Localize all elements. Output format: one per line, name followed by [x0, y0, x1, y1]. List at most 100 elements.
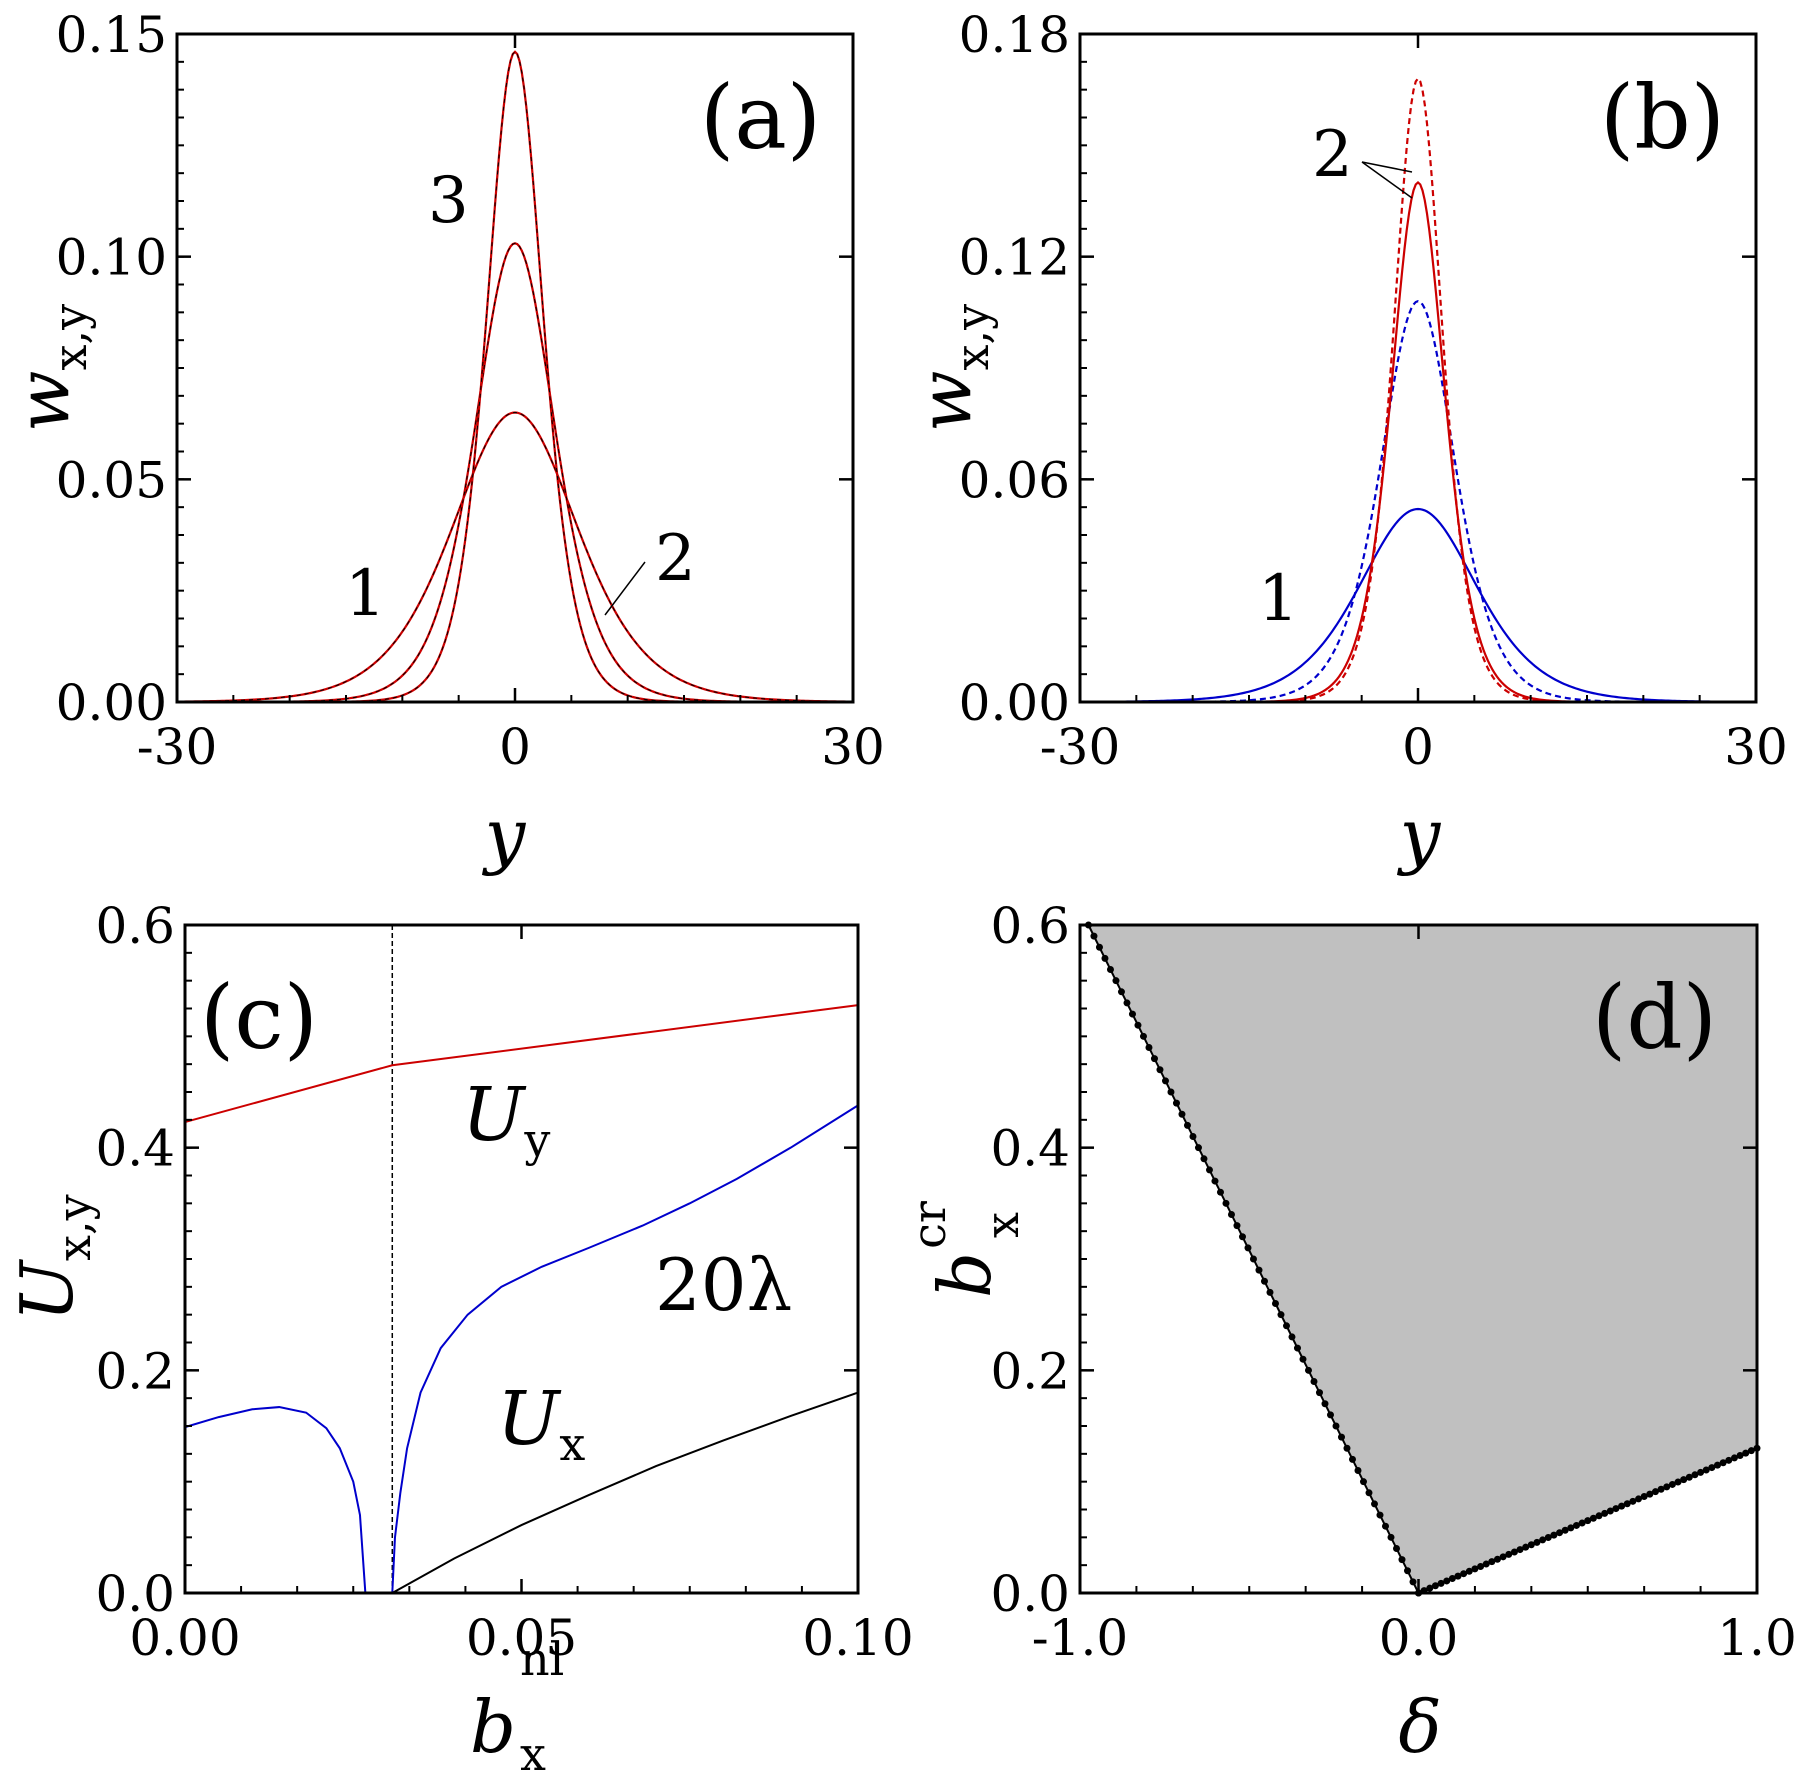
panel-d-boundary-point: [1315, 1389, 1323, 1397]
panel-d-boundary-point: [1277, 1311, 1285, 1319]
panel-d-boundary-point: [1708, 1464, 1716, 1472]
panel-d-boundary-point: [1589, 1514, 1597, 1522]
panel-d-boundary-point: [1183, 1121, 1191, 1129]
panel-d-boundary-point: [1260, 1277, 1268, 1285]
panel-d-boundary-point: [1216, 1188, 1224, 1196]
panel-d-boundary-point: [1561, 1526, 1569, 1534]
panel-a-series-overlay-1: [177, 242, 853, 703]
panel-b-series-3: [1080, 76, 1756, 704]
panel-d-boundary-point: [1244, 1244, 1252, 1252]
panel-d-boundary-point: [1527, 1541, 1535, 1549]
panel-d-boundary-point: [1584, 1517, 1592, 1525]
panel-a-ytick-label: 0.00: [56, 674, 167, 732]
panel-d-boundary-point: [1387, 1533, 1395, 1541]
panel-b-label-2-leader-b: [1361, 161, 1413, 199]
panel-b-curve-label-1: 1: [1258, 562, 1299, 636]
panel-d-boundary-point: [1370, 1500, 1378, 1508]
panel-d-boundary-point: [1618, 1502, 1626, 1510]
panel-d-boundary-point: [1211, 1177, 1219, 1185]
panel-d-boundary-point: [1601, 1509, 1609, 1517]
panel-d-boundary-point: [1139, 1032, 1147, 1040]
panel-d-boundary-point: [1646, 1490, 1654, 1498]
panel-d-boundary-point: [1623, 1500, 1631, 1508]
panel-d-boundary-point: [1736, 1452, 1744, 1460]
panel-d-boundary-point: [1354, 1467, 1362, 1475]
panel-d-boundary-point: [1332, 1422, 1340, 1430]
panel-d-ytick-label: 0.0: [990, 1565, 1070, 1623]
panel-d-ylabel-sup: cr: [902, 1201, 956, 1249]
panel-c-series-2: [391, 1104, 859, 1594]
panel-c-xtick-label: 0.00: [129, 1609, 240, 1667]
panel-d-boundary-point: [1249, 1255, 1257, 1263]
panel-c-xtick-label: 0.05: [466, 1609, 577, 1667]
svg-text:wx,y: wx,y: [1, 304, 97, 432]
panel-d-boundary-point: [1697, 1468, 1705, 1476]
panel-a-xtick-label: 0: [499, 718, 531, 776]
panel-d-boundary-point: [1651, 1488, 1659, 1496]
panel-d-boundary-point: [1567, 1524, 1575, 1532]
panel-d-boundary-point: [1635, 1495, 1643, 1503]
panel-a-ylabel: wx,y: [1, 304, 97, 432]
panel-d-boundary-point: [1112, 977, 1120, 985]
panel-d-boundary-point: [1544, 1534, 1552, 1542]
panel-d-boundary-point: [1172, 1099, 1180, 1107]
panel-c-series-3: [391, 1391, 859, 1594]
panel-d-boundary-point: [1437, 1579, 1445, 1587]
panel-c-xlabel: b nl x: [470, 1632, 564, 1781]
panel-d-boundary-point: [1123, 999, 1131, 1007]
panel-d-xtick-label: -1.0: [1032, 1609, 1128, 1667]
panel-d-boundary-point: [1200, 1155, 1208, 1163]
panel-d-boundary-point: [1178, 1110, 1186, 1118]
panel-b-series-1: [1080, 300, 1756, 704]
panel-b-curves: [1080, 76, 1756, 704]
panel-d-boundary-point: [1499, 1553, 1507, 1561]
panel-b-curve-label-2: 2: [1312, 118, 1353, 192]
panel-d-boundary-point: [1288, 1333, 1296, 1341]
panel-d-boundary-point: [1725, 1456, 1733, 1464]
panel-c-ylabel-main: U: [5, 1259, 89, 1322]
panel-b-xtick-label: 0: [1402, 718, 1434, 776]
panel-d-boundary-point: [1663, 1483, 1671, 1491]
panel-d-boundary-point: [1266, 1288, 1274, 1296]
panel-a-curve-label-1: 1: [345, 557, 386, 631]
panel-c-tag: (c): [200, 966, 318, 1069]
panel-d-boundary-point: [1106, 966, 1114, 974]
panel-d-boundary-point: [1657, 1485, 1665, 1493]
panel-b-ytick-label: 0.12: [959, 229, 1070, 287]
panel-d-xtick-label: 1.0: [1717, 1609, 1796, 1667]
panel-c-label-ux: Ux: [497, 1376, 585, 1471]
panel-d-boundary-point: [1238, 1233, 1246, 1241]
panel-c-label-uy-sub: y: [523, 1113, 550, 1167]
panel-d-boundary-point: [1443, 1577, 1451, 1585]
panel-c-label-lambda: 20λ: [655, 1243, 792, 1327]
panel-d-boundary-point: [1674, 1478, 1682, 1486]
panel-d-boundary-point: [1629, 1497, 1637, 1505]
panel-a-xtick-label: -30: [137, 718, 218, 776]
panel-d-boundary-point: [1271, 1300, 1279, 1308]
panel-b: -30 0 30 0.00 0.06 0.12 0.18 (b) 1 2 y wx,y: [903, 6, 1788, 877]
panel-c-xlabel-sup: nl: [520, 1632, 564, 1686]
panel-d-boundary-point: [1680, 1476, 1688, 1484]
panel-c-ytick-label: 0.0: [95, 1565, 175, 1623]
panel-c-curves: [184, 925, 859, 1594]
panel-d-boundary-point: [1719, 1459, 1727, 1467]
panel-b-ylabel-sub: x,y: [945, 304, 999, 371]
panel-a-ticks: -30 0 30 0.00 0.05 0.10 0.15: [56, 6, 885, 776]
panel-d-boundary-point: [1194, 1144, 1202, 1152]
panel-b-ytick-label: 0.18: [959, 6, 1070, 64]
panel-a-curve-label-3: 3: [428, 164, 469, 238]
panel-d-shaded-region: [1088, 925, 1757, 1593]
panel-d-boundary-point: [1747, 1447, 1755, 1455]
panel-a-series-0: [176, 411, 854, 703]
panel-a-curve-label-2: 2: [655, 522, 696, 596]
panel-b-ylabel-main: w: [903, 370, 987, 432]
panel-d-boundary-point: [1090, 932, 1098, 940]
panel-d-boundary-point: [1161, 1077, 1169, 1085]
panel-a-xtick-label: 30: [821, 718, 885, 776]
panel-d-ytick-label: 0.6: [990, 897, 1070, 955]
panel-d-boundary-point: [1156, 1066, 1164, 1074]
panel-b-ytick-label: 0.06: [959, 451, 1070, 509]
panel-c-ylabel-sub: x,y: [47, 1194, 101, 1261]
panel-c-ytick-label: 0.2: [95, 1342, 175, 1400]
